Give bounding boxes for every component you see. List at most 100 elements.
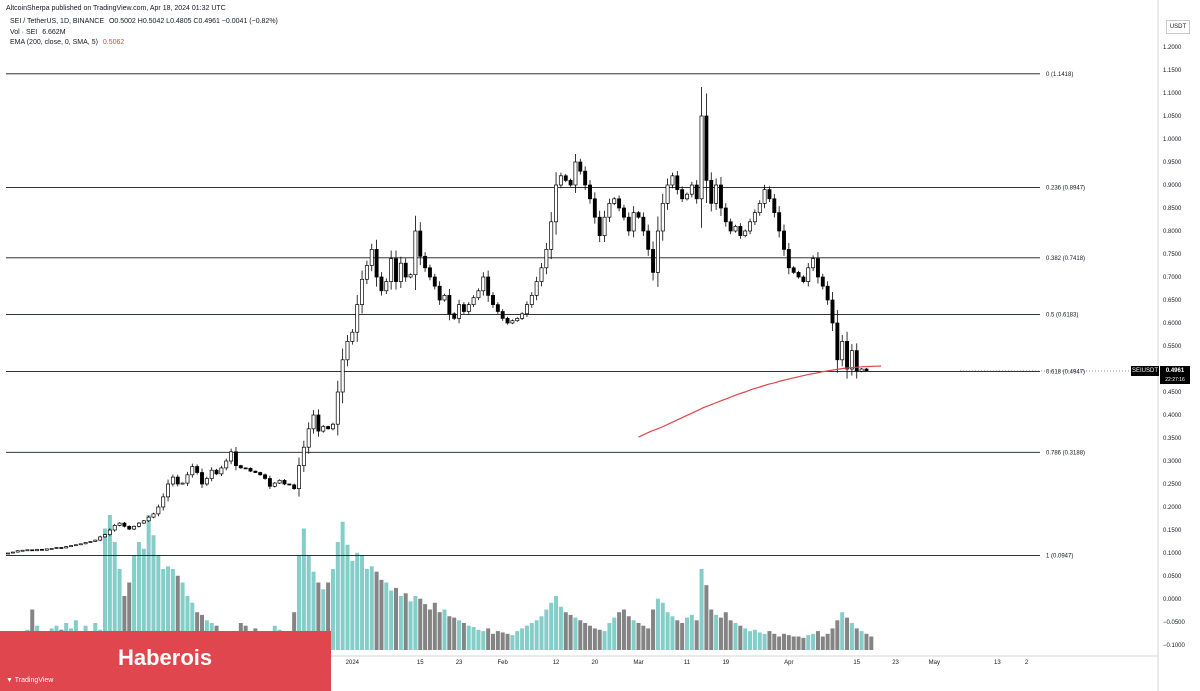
- candle-body: [64, 546, 69, 549]
- volume-bar: [190, 602, 195, 650]
- candle-body: [442, 295, 447, 301]
- y-tick-label: 0.3000: [1163, 459, 1182, 465]
- candle-body: [209, 469, 214, 479]
- candle-body: [156, 506, 161, 515]
- y-tick-label: 0.1000: [1163, 551, 1182, 557]
- candle-body: [428, 267, 432, 278]
- volume-bar: [345, 544, 350, 650]
- candle-body: [73, 544, 78, 547]
- candle-body: [689, 184, 694, 195]
- candle-body: [845, 341, 850, 370]
- y-tick-label: −0.0500: [1163, 620, 1186, 626]
- candle-body: [78, 543, 83, 546]
- volume-bar: [607, 623, 612, 650]
- candle-body: [786, 249, 791, 269]
- ema-label: EMA (200, close, 0, SMA, 5): [10, 39, 98, 46]
- volume-bar: [840, 612, 845, 650]
- candle-body: [592, 198, 597, 218]
- volume-bar: [815, 631, 820, 650]
- y-tick-label: 0.4000: [1163, 413, 1182, 419]
- candle-body: [132, 525, 137, 530]
- fib-level-label: 0.786 (0.3188): [1046, 450, 1085, 456]
- volume-bar: [510, 635, 515, 650]
- candle-body: [510, 320, 515, 324]
- volume-bar: [617, 612, 622, 650]
- candle-body: [200, 472, 204, 485]
- candle-body: [825, 285, 830, 301]
- volume-bar: [524, 625, 529, 650]
- volume-bar: [146, 515, 151, 650]
- candle-body: [820, 276, 825, 287]
- y-tick-label: −0.1000: [1163, 643, 1186, 649]
- candle-body: [694, 184, 699, 200]
- volume-bar: [408, 601, 413, 650]
- candle-body: [583, 170, 588, 186]
- candle-body: [15, 550, 20, 553]
- candle-body: [398, 262, 403, 282]
- volume-bar: [389, 590, 394, 650]
- volume-bar: [849, 623, 854, 650]
- volume-bar: [869, 636, 874, 650]
- volume-bar: [384, 582, 389, 650]
- volume-bar: [767, 631, 772, 650]
- x-tick-label: 20: [592, 660, 599, 666]
- tradingview-icon: ▼: [6, 677, 15, 684]
- volume-label: Vol · SEI: [10, 29, 38, 36]
- candle-body: [258, 472, 263, 476]
- tradingview-logo: ▼ TradingView: [6, 677, 53, 684]
- candle-body: [864, 368, 869, 372]
- x-tick-label: Apr: [784, 660, 793, 666]
- volume-bar: [791, 636, 796, 650]
- candle-body: [840, 341, 845, 361]
- candle-body: [195, 466, 200, 473]
- candle-body: [350, 331, 355, 342]
- x-tick-label: 15: [417, 660, 424, 666]
- volume-bar: [374, 571, 379, 650]
- x-tick-label: 23: [892, 660, 899, 666]
- candle-body: [185, 474, 190, 484]
- candle-body: [141, 520, 146, 524]
- volume-bar: [471, 627, 476, 650]
- volume-bar: [180, 582, 185, 650]
- x-tick-label: Feb: [498, 660, 509, 666]
- candle-body: [539, 267, 544, 282]
- candle-body: [272, 482, 277, 487]
- candle-body: [394, 258, 398, 282]
- volume-bar: [738, 625, 743, 650]
- candle-body: [360, 278, 365, 305]
- volume-bar: [340, 521, 345, 650]
- candle-body: [117, 522, 122, 526]
- volume-bar: [549, 602, 554, 650]
- candle-body: [389, 258, 394, 282]
- y-tick-label: 0.7000: [1163, 275, 1182, 281]
- candle-body: [811, 258, 816, 269]
- candle-body: [204, 478, 209, 485]
- candle-body: [612, 198, 617, 204]
- publish-info: AltcoinSherpa published on TradingView.c…: [6, 5, 226, 12]
- candle-body: [757, 203, 762, 213]
- candle-body: [93, 539, 98, 542]
- candle-body: [544, 249, 549, 269]
- candle-body: [10, 551, 15, 554]
- y-tick-label: 1.1500: [1163, 68, 1182, 74]
- volume-bar: [655, 598, 660, 650]
- candle-body: [437, 285, 442, 301]
- volume-bar: [534, 620, 539, 650]
- currency-button[interactable]: USDT: [1166, 20, 1190, 34]
- fib-level-label: 0.236 (0.8947): [1046, 185, 1085, 191]
- y-tick-label: 0.8000: [1163, 229, 1182, 235]
- volume-bar: [355, 552, 360, 650]
- volume-bar: [491, 633, 495, 650]
- candle-body: [806, 267, 811, 282]
- volume-bar: [442, 609, 447, 650]
- candle-body: [466, 304, 471, 312]
- candle-body: [685, 193, 689, 200]
- volume-bar: [743, 628, 748, 650]
- candle-body: [563, 175, 568, 181]
- volume-bar: [311, 571, 316, 650]
- fib-level-label: 0.5 (0.6183): [1046, 313, 1078, 319]
- candle-body: [331, 423, 335, 430]
- candle-body: [626, 216, 631, 232]
- y-tick-label: 0.0000: [1163, 597, 1182, 603]
